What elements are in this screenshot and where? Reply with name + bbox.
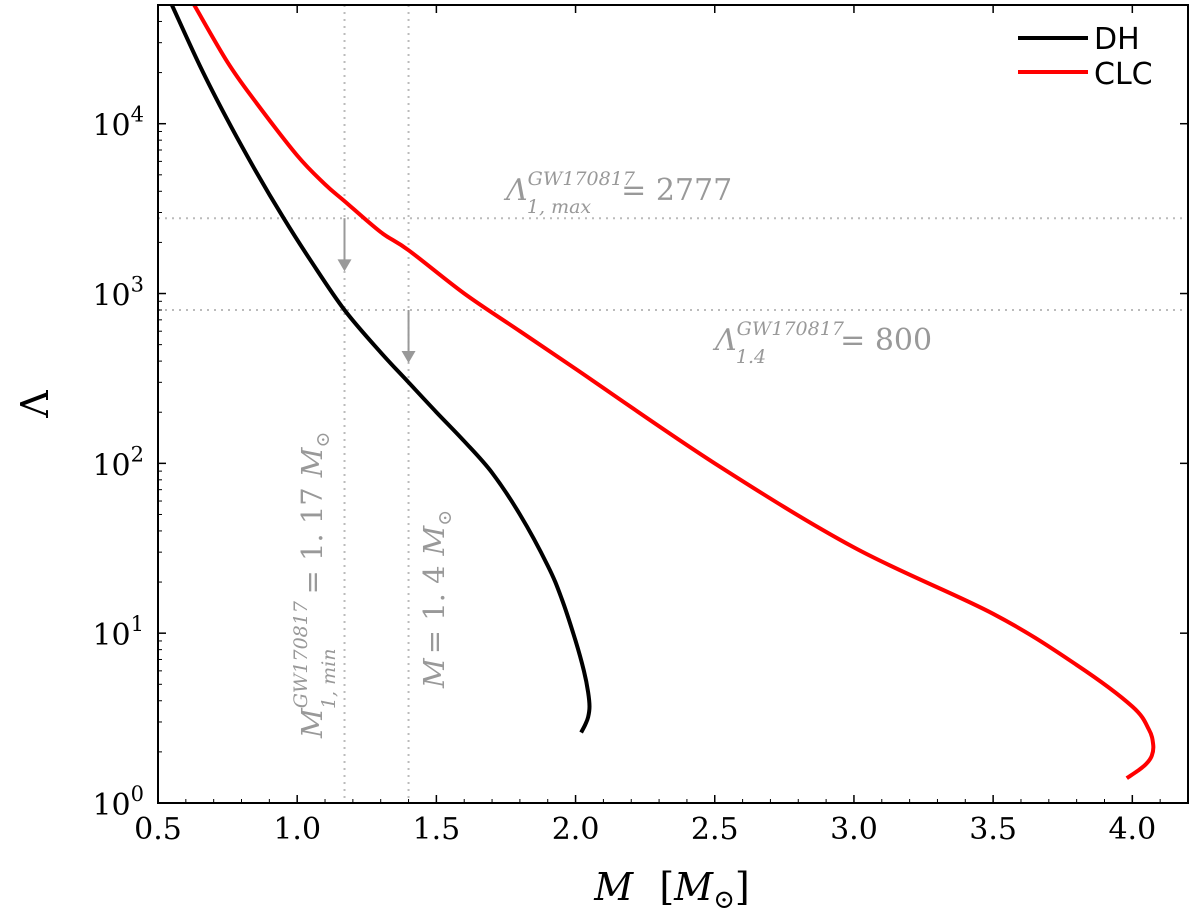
legend-label-dh: DH (1094, 22, 1140, 57)
x-tick-label-0: 0.5 (134, 812, 182, 847)
limit-arrow-head-1 (401, 350, 416, 363)
reference-lines (158, 5, 1188, 803)
x-tick-label-4: 2.5 (691, 812, 739, 847)
y-axis-title: Λ (13, 390, 57, 419)
x-tick-label-5: 3.0 (830, 812, 878, 847)
y-tick-label-4: 104 (92, 103, 144, 144)
x-tick-label-1: 1.0 (273, 812, 321, 847)
m-14-annotation: M= 1. 4M⊙ (417, 510, 456, 689)
y-tick-label-2: 102 (92, 442, 144, 483)
x-tick-label-3: 2.0 (552, 812, 600, 847)
limit-arrow-head-0 (337, 259, 352, 272)
legend-label-clc: CLC (1094, 57, 1153, 92)
lambda-max-annotation: ΛGW170817 1, max = 2777 (503, 168, 732, 218)
y-tick-label-1: 101 (92, 612, 144, 653)
series-lines (170, 5, 1156, 780)
m-min-annotation: MGW170817 1, min= 1. 17M⊙ (290, 432, 340, 739)
legend: DH CLC (1018, 22, 1153, 92)
series-line-dh (170, 5, 592, 734)
y-tick-label-3: 103 (92, 273, 144, 314)
limit-arrows (337, 218, 416, 363)
series-line-clc (192, 5, 1156, 780)
plot-frame (157, 4, 1189, 804)
axis-ticks: 0.5 1.0 1.5 2.0 2.5 3.0 3.5 4.0 100 101 102 103 104 (92, 4, 1188, 847)
lambda-14-annotation: ΛGW170817 1.4 = 800 (712, 318, 932, 368)
x-axis-title: M [M⊙] (593, 865, 749, 915)
x-tick-label-7: 4.0 (1108, 812, 1156, 847)
x-tick-label-6: 3.5 (969, 812, 1017, 847)
x-tick-label-2: 1.5 (413, 812, 461, 847)
y-tick-label-0: 100 (92, 782, 144, 823)
